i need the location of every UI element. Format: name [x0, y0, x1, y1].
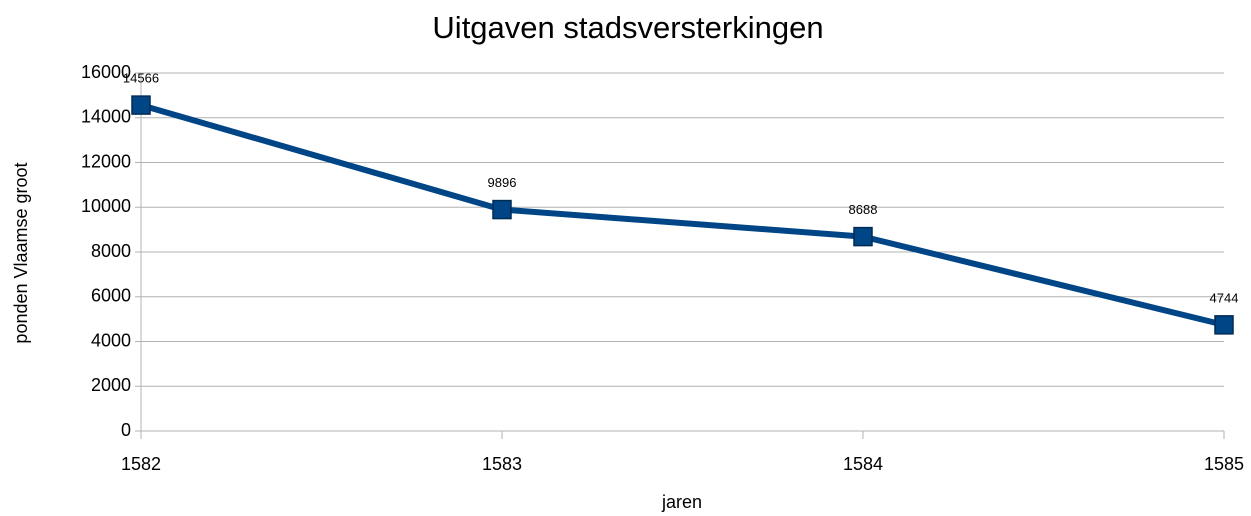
x-tick-label: 1582 — [121, 454, 161, 474]
marker — [1214, 315, 1234, 335]
data-label: 14566 — [123, 71, 159, 86]
y-tick-label: 16000 — [81, 62, 131, 82]
x-tick-label: 1584 — [843, 454, 883, 474]
marker — [853, 226, 873, 247]
chart-title: Uitgaven stadsversterkingen — [432, 10, 823, 45]
line — [140, 102, 1225, 328]
data-label: 8688 — [849, 202, 878, 217]
y-tick-label: 8000 — [91, 241, 131, 261]
y-tick-label: 4000 — [91, 330, 131, 350]
x-tick-label: 1585 — [1204, 454, 1244, 474]
y-axis-label: ponden Vlaamse groot — [11, 162, 31, 343]
marker — [131, 95, 151, 115]
y-tick-label: 2000 — [91, 375, 131, 395]
x-axis-label: jaren — [661, 492, 702, 512]
marker — [492, 199, 512, 220]
y-tick-label: 12000 — [81, 151, 131, 171]
y-tick-label: 0 — [121, 420, 131, 440]
data-label: 4744 — [1210, 290, 1239, 305]
data-label: 9896 — [488, 175, 517, 190]
y-tick-label: 14000 — [81, 107, 131, 127]
y-tick-label: 6000 — [91, 286, 131, 306]
y-tick-label: 10000 — [81, 196, 131, 216]
x-tick-label: 1583 — [482, 454, 522, 474]
